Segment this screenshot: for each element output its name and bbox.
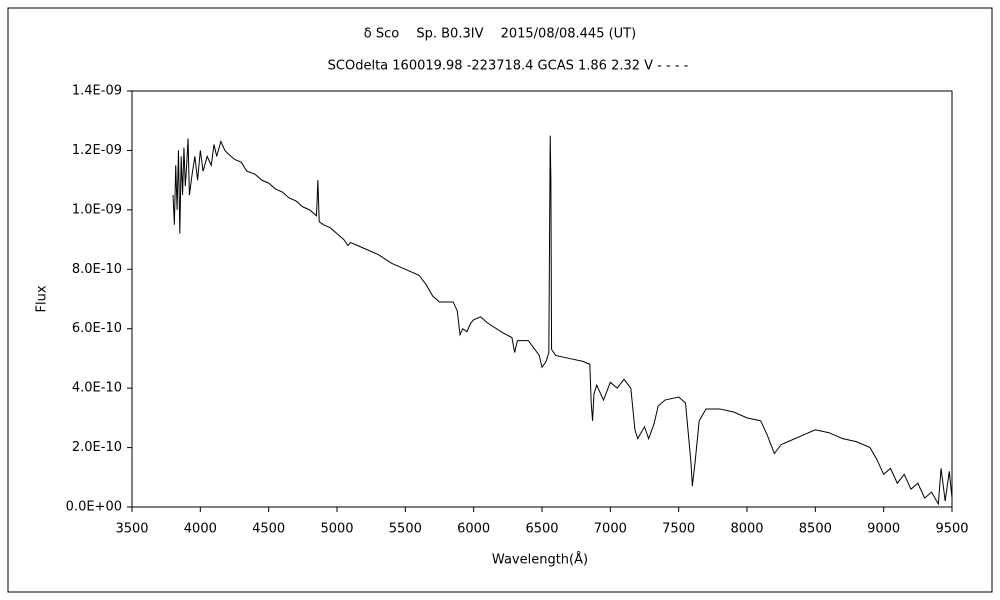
spectrum-line: [172, 135, 953, 506]
x-tick-label: 6000: [457, 522, 490, 537]
y-tick-label: 1.2E-09: [72, 143, 122, 158]
x-tick-label: 6500: [525, 522, 558, 537]
x-tick-label: 9500: [935, 522, 968, 537]
y-tick-label: 2.0E-10: [72, 440, 122, 455]
y-tick-label: 1.0E-09: [72, 202, 122, 217]
x-tick-label: 7500: [662, 522, 695, 537]
x-tick-label: 9000: [867, 522, 900, 537]
x-axis-label: Wavelength(Å): [492, 552, 588, 568]
x-tick-label: 8500: [799, 522, 832, 537]
chart-title: δ Sco Sp. B0.3IV 2015/08/08.445 (UT): [364, 27, 636, 42]
x-tick-label: 3500: [115, 522, 148, 537]
y-tick-label: 6.0E-10: [72, 321, 122, 336]
x-tick-label: 5000: [320, 522, 353, 537]
y-tick-label: 4.0E-10: [72, 381, 122, 396]
x-tick-label: 4500: [252, 522, 285, 537]
y-tick-label: 0.0E+00: [66, 500, 122, 515]
x-tick-label: 8000: [730, 522, 763, 537]
chart-frame: [7, 7, 993, 593]
y-axis-label: Flux: [35, 285, 50, 312]
x-tick-label: 7000: [594, 522, 627, 537]
y-tick-label: 8.0E-10: [72, 262, 122, 277]
y-tick-label: 1.4E-09: [72, 84, 122, 99]
x-tick-label: 4000: [184, 522, 217, 537]
x-tick-label: 5500: [389, 522, 422, 537]
chart-subtitle: SCOdelta 160019.98 -223718.4 GCAS 1.86 2…: [328, 59, 689, 74]
